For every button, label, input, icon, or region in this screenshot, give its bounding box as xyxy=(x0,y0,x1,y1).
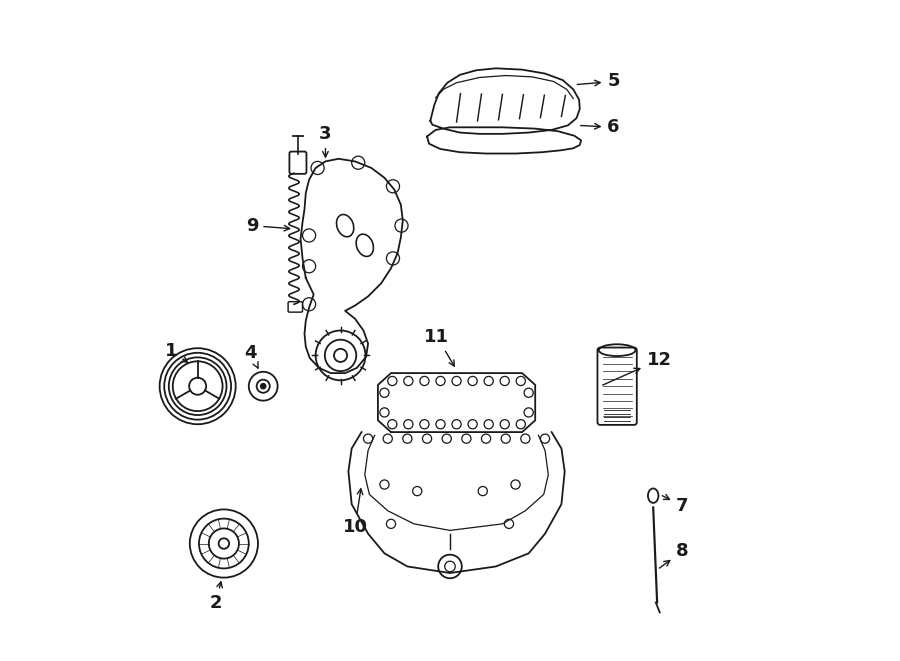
Text: 9: 9 xyxy=(246,217,290,235)
Text: 5: 5 xyxy=(577,73,620,91)
Text: 4: 4 xyxy=(245,344,258,368)
Circle shape xyxy=(261,383,266,389)
Text: 3: 3 xyxy=(320,125,332,157)
Text: 10: 10 xyxy=(343,489,367,536)
Text: 1: 1 xyxy=(166,342,187,362)
Text: 7: 7 xyxy=(662,494,688,515)
Text: 11: 11 xyxy=(425,328,454,366)
Text: 6: 6 xyxy=(580,118,620,136)
Text: 12: 12 xyxy=(603,351,671,385)
Text: 8: 8 xyxy=(660,543,688,568)
Text: 2: 2 xyxy=(210,582,222,611)
